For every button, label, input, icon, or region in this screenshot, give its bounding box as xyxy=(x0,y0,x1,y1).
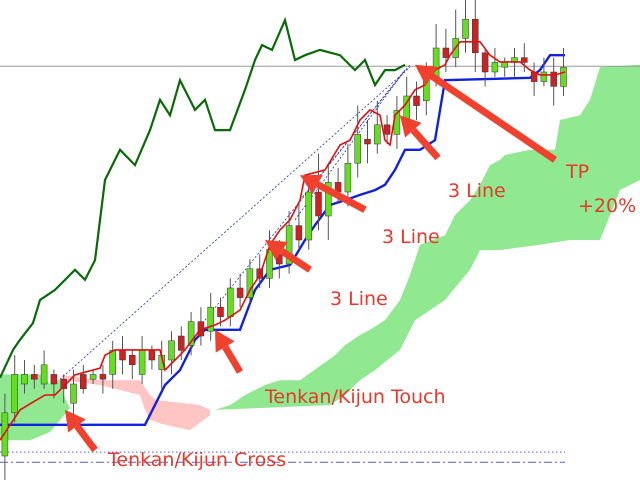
arrow-head xyxy=(400,115,422,138)
candle-bullish xyxy=(207,306,214,332)
candle-bullish xyxy=(89,374,97,380)
candle-bearish xyxy=(178,335,185,351)
candle-bearish xyxy=(217,306,224,318)
candle-bullish xyxy=(109,350,116,375)
candle-bullish xyxy=(1,412,9,457)
candle-bullish xyxy=(285,225,293,265)
candle-bullish xyxy=(374,124,381,145)
annotation-tenkan-kijun-touch: Tenkan/Kijun Touch xyxy=(265,386,446,408)
candle-bearish xyxy=(80,374,87,390)
candle-bullish xyxy=(462,18,469,39)
candle-bullish xyxy=(325,182,332,217)
annotation-tp-percent: +20% xyxy=(578,195,637,217)
candle-bullish xyxy=(344,162,352,193)
candle-bullish xyxy=(540,71,548,82)
candle-bullish xyxy=(246,268,254,298)
candle-bearish xyxy=(481,52,489,73)
candle-bearish xyxy=(472,18,479,54)
annotation-3-line: 3 Line xyxy=(330,288,388,310)
candle-bearish xyxy=(50,374,58,385)
arrow-head xyxy=(415,64,438,86)
chikou-line xyxy=(0,16,406,379)
arrow-shaft xyxy=(279,248,312,273)
candle-bearish xyxy=(99,374,107,380)
candle-bearish xyxy=(315,191,322,217)
arrow-shaft xyxy=(410,127,441,161)
annotation-tp: TP xyxy=(566,161,590,183)
trendline xyxy=(204,69,406,321)
arrow-head xyxy=(65,409,86,433)
candle-bearish xyxy=(129,354,136,366)
arrow-head xyxy=(215,329,235,353)
candle-bearish xyxy=(148,350,156,361)
candle-bearish xyxy=(119,350,126,361)
candle-bearish xyxy=(236,287,244,298)
cloud-bull xyxy=(0,374,70,441)
candle-bullish xyxy=(266,249,273,279)
arrow-head xyxy=(265,240,288,261)
candle-bearish xyxy=(550,71,557,87)
candle-bullish xyxy=(168,340,175,361)
candle-bullish xyxy=(560,66,567,87)
annotation-3-line: 3 Line xyxy=(448,180,506,202)
cloud-bear xyxy=(62,374,210,431)
candle-bullish xyxy=(21,374,28,385)
candle-bearish xyxy=(31,374,38,380)
candle-bullish xyxy=(138,350,146,375)
candle-bullish xyxy=(491,62,499,73)
candle-bullish xyxy=(187,321,195,346)
candle-bullish xyxy=(70,383,77,404)
kijun-line xyxy=(0,54,565,426)
arrow-head xyxy=(300,174,323,195)
candle-bearish xyxy=(364,138,371,145)
trendline xyxy=(294,69,406,221)
candle-bearish xyxy=(521,57,528,63)
arrow-shaft xyxy=(74,423,98,453)
candle-bullish xyxy=(227,287,234,318)
candle-bullish xyxy=(305,191,312,241)
arrow-shaft xyxy=(429,73,557,163)
candle-bullish xyxy=(501,62,508,68)
candle-bearish xyxy=(413,95,420,106)
candle-bearish xyxy=(442,47,450,58)
arrow-shaft xyxy=(316,181,367,213)
candle-bullish xyxy=(11,374,18,414)
tenkan-line xyxy=(0,40,566,441)
arrow-shaft xyxy=(222,345,244,374)
candle-bearish xyxy=(295,225,303,241)
candle-bearish xyxy=(383,124,391,135)
candle-bullish xyxy=(354,134,361,164)
annotation-3-line: 3 Line xyxy=(382,226,440,248)
cloud-bull xyxy=(215,64,640,410)
candle-bullish xyxy=(40,364,48,385)
annotation-tenkan-kijun-cross: Tenkan/Kijun Cross xyxy=(108,449,287,471)
